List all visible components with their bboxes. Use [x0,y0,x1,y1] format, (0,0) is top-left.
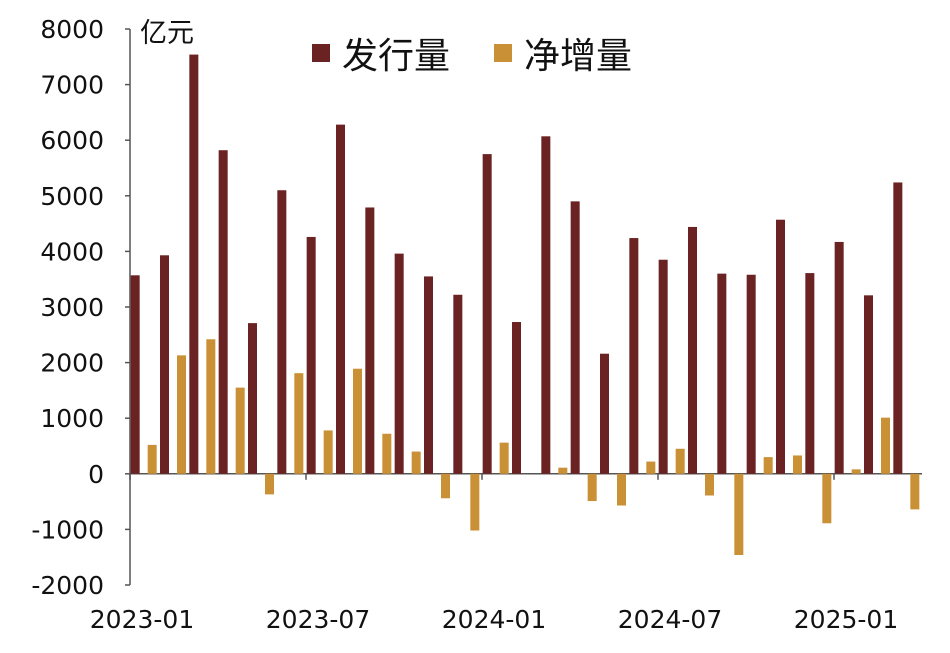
bar-net-increase-2023-09 [382,433,392,474]
bar-issuance-2024-08 [688,226,697,474]
bar-issuance-2023-12 [453,294,463,474]
bar-net-increase-2023-10 [411,451,421,474]
y-tick-label: 7000 [40,71,104,100]
bar-issuance-2024-10 [746,274,756,474]
bar-issuance-2024-04 [570,201,580,474]
bar-issuance-2024-03 [541,136,551,474]
y-tick-label: 2000 [40,349,104,378]
bar-issuance-2024-05 [600,353,609,474]
bar-issuance-2025-03 [893,182,903,474]
bar-issuance-2023-01 [130,275,140,474]
bar-net-increase-2024-07 [675,448,685,474]
bar-issuance-2024-09 [717,273,727,474]
y-tick-label: -2000 [31,571,104,600]
bar-net-increase-2024-05 [617,473,626,506]
y-tick-label: 8000 [40,15,104,44]
bar-net-increase-2023-04 [235,387,245,474]
bar-net-increase-2023-02 [177,355,186,474]
x-tick-label: 2023-07 [266,605,370,634]
bar-issuance-2023-02 [160,255,169,474]
bar-issuance-2023-09 [365,207,375,474]
legend-swatch-1 [494,44,512,62]
bar-net-increase-2023-03 [206,339,216,474]
bar-net-increase-2024-03 [558,467,568,474]
bar-issuance-2024-06 [629,238,639,474]
bar-net-increase-2023-12 [470,473,480,531]
bar-net-increase-2024-01 [499,442,509,474]
bar-issuance-2023-03 [189,54,199,474]
x-tick-label: 2023-01 [90,605,194,634]
bar-net-increase-2023-06 [294,373,304,474]
legend-label-0: 发行量 [342,36,450,77]
y-tick-label: 4000 [40,237,104,266]
bar-net-increase-2023-01 [147,444,157,474]
unit-label: 亿元 [140,18,194,49]
bar-issuance-2024-11 [776,219,785,474]
bar-net-increase-2024-11 [793,455,802,474]
bar-issuance-2023-04 [218,150,228,474]
legend-label-1: 净增量 [524,36,632,77]
bar-issuance-2025-01 [834,241,844,474]
bar-issuance-2023-08 [336,124,345,474]
y-tick-label: 5000 [40,182,104,211]
bar-net-increase-2024-12 [822,473,832,524]
x-tick-label: 2024-01 [442,605,546,634]
y-tick-label: 0 [88,460,104,489]
bar-issuance-2023-06 [277,190,287,474]
y-tick-label: 1000 [40,404,104,433]
bar-net-increase-2024-09 [734,473,744,555]
bar-issuance-2024-02 [512,322,521,474]
bar-net-increase-2023-05 [265,473,274,495]
bar-net-increase-2023-07 [323,430,333,474]
y-tick-label: 3000 [40,293,104,322]
bar-net-increase-2023-11 [441,473,450,499]
bar-issuance-2025-02 [864,295,873,474]
bar-net-increase-2025-02 [881,417,890,474]
bar-net-increase-2025-01 [851,469,861,474]
axes [125,28,922,586]
legend-swatch-0 [312,44,330,62]
x-tick-label: 2025-01 [794,605,898,634]
bar-issuance-2024-07 [658,259,668,474]
bar-net-increase-2024-04 [587,473,597,502]
x-tick-label: 2024-07 [618,605,722,634]
bar-net-increase-2024-06 [646,461,656,474]
bars [130,54,920,555]
tick-labels: 8000 7000 6000 5000 4000 3000 2000 1000 0 -1000 -2… [31,15,898,634]
y-tick-label: -1000 [31,515,104,544]
bar-net-increase-2024-10 [763,457,773,474]
bar-issuance-2024-12 [805,273,815,474]
legend: 发行量 净增量 [312,36,632,77]
bar-net-increase-2024-08 [705,473,714,496]
bar-net-increase-2023-08 [353,368,362,474]
bar-net-increase-2025-03 [910,473,920,510]
bar-issuance-2023-10 [394,253,404,474]
bar-issuance-2024-01 [482,154,492,474]
bar-issuance-2023-05 [248,323,257,474]
bar-issuance-2023-07 [306,236,316,474]
y-tick-label: 6000 [40,126,104,155]
bar-issuance-2023-11 [424,276,433,474]
